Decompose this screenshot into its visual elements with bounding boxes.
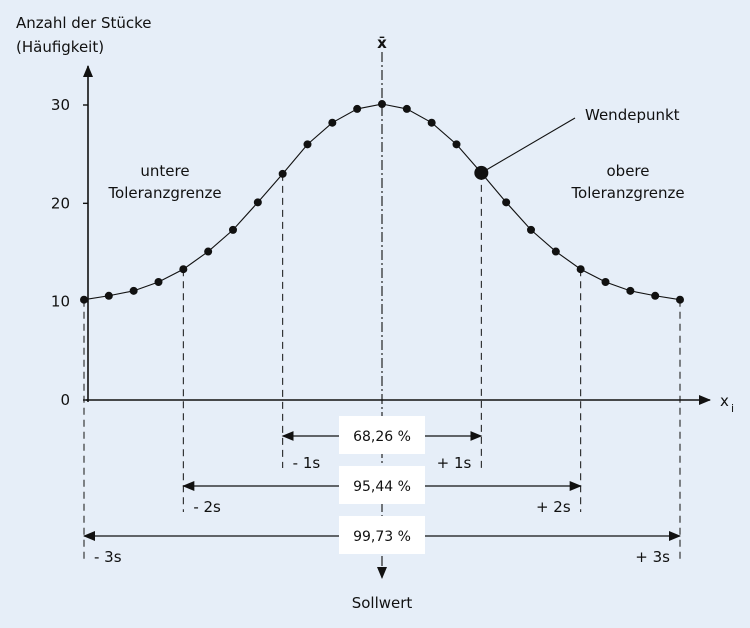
interval-percent-box [339,516,425,554]
x-axis-label-subscript: i [731,402,734,415]
data-point [527,225,535,234]
data-point [278,169,287,178]
upper-tolerance-label-line1: obere [607,162,650,180]
x-axis-label: x [720,392,729,410]
data-point [80,295,88,304]
data-point [229,225,237,234]
data-point [576,265,585,274]
sigma-right-label: + 3s [635,548,670,566]
data-point [452,140,461,149]
data-point [427,118,436,127]
interval-percent-box [339,466,425,504]
y-tick-label: 20 [51,194,70,212]
data-point [179,265,188,274]
data-point [402,104,411,113]
y-axis-label-line2: (Häufigkeit) [16,38,104,56]
curve-group [80,100,684,304]
data-point [104,291,113,300]
y-tick-label: 30 [51,96,70,114]
interval-percent-label: 68,26 % [353,429,411,445]
data-point [253,198,262,207]
sigma-left-label: - 2s [193,498,221,516]
data-point [303,140,312,149]
data-point [676,295,684,304]
axes-group: 0 10 20 30 Anzahl der Stücke (Häufigkeit) x i [16,14,734,415]
interval-percent-label: 95,44 % [353,479,411,495]
lower-tolerance-label-line1: untere [140,162,189,180]
data-point [601,278,610,286]
interval-percent-label: 99,73 % [353,529,411,545]
data-point [328,118,337,127]
data-point [154,278,163,286]
y-tick-label: 0 [60,391,70,409]
sollwert-label: Sollwert [352,594,413,612]
inflection-pointer-line [481,117,576,174]
interval-percent-box [339,416,425,454]
data-point [204,247,213,256]
mean-label: x̄ [377,34,387,52]
data-point [502,198,511,207]
data-point [353,104,362,113]
data-point [129,286,138,295]
data-point [626,286,635,295]
upper-tolerance-label-line2: Toleranzgrenze [570,184,684,202]
inflection-label: Wendepunkt [585,106,680,124]
sigma-right-label: + 1s [437,454,472,472]
sigma-right-label: + 2s [536,498,571,516]
sigma-left-label: - 3s [94,548,122,566]
data-point [651,291,660,300]
lower-tolerance-label-line2: Toleranzgrenze [107,184,221,202]
sigma-left-label: - 1s [293,454,321,472]
annotations-group: 68,26 % - 1s + 1s 95,44 % - 2s + 2s 99,73 % - 3… [83,106,685,566]
data-point [551,247,560,256]
data-point [378,100,386,109]
y-tick-label: 10 [51,293,70,311]
y-axis-label-line1: Anzahl der Stücke [16,14,152,32]
